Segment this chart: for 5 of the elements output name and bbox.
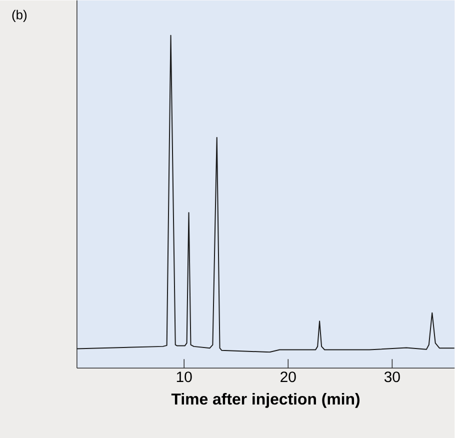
x-tick-label: 30 [384,372,400,382]
x-tick-label: 20 [280,372,296,382]
x-axis-title: Time after injection (min) [171,392,360,408]
text: (b) [12,10,27,22]
x-tick-label: 10 [176,372,192,382]
